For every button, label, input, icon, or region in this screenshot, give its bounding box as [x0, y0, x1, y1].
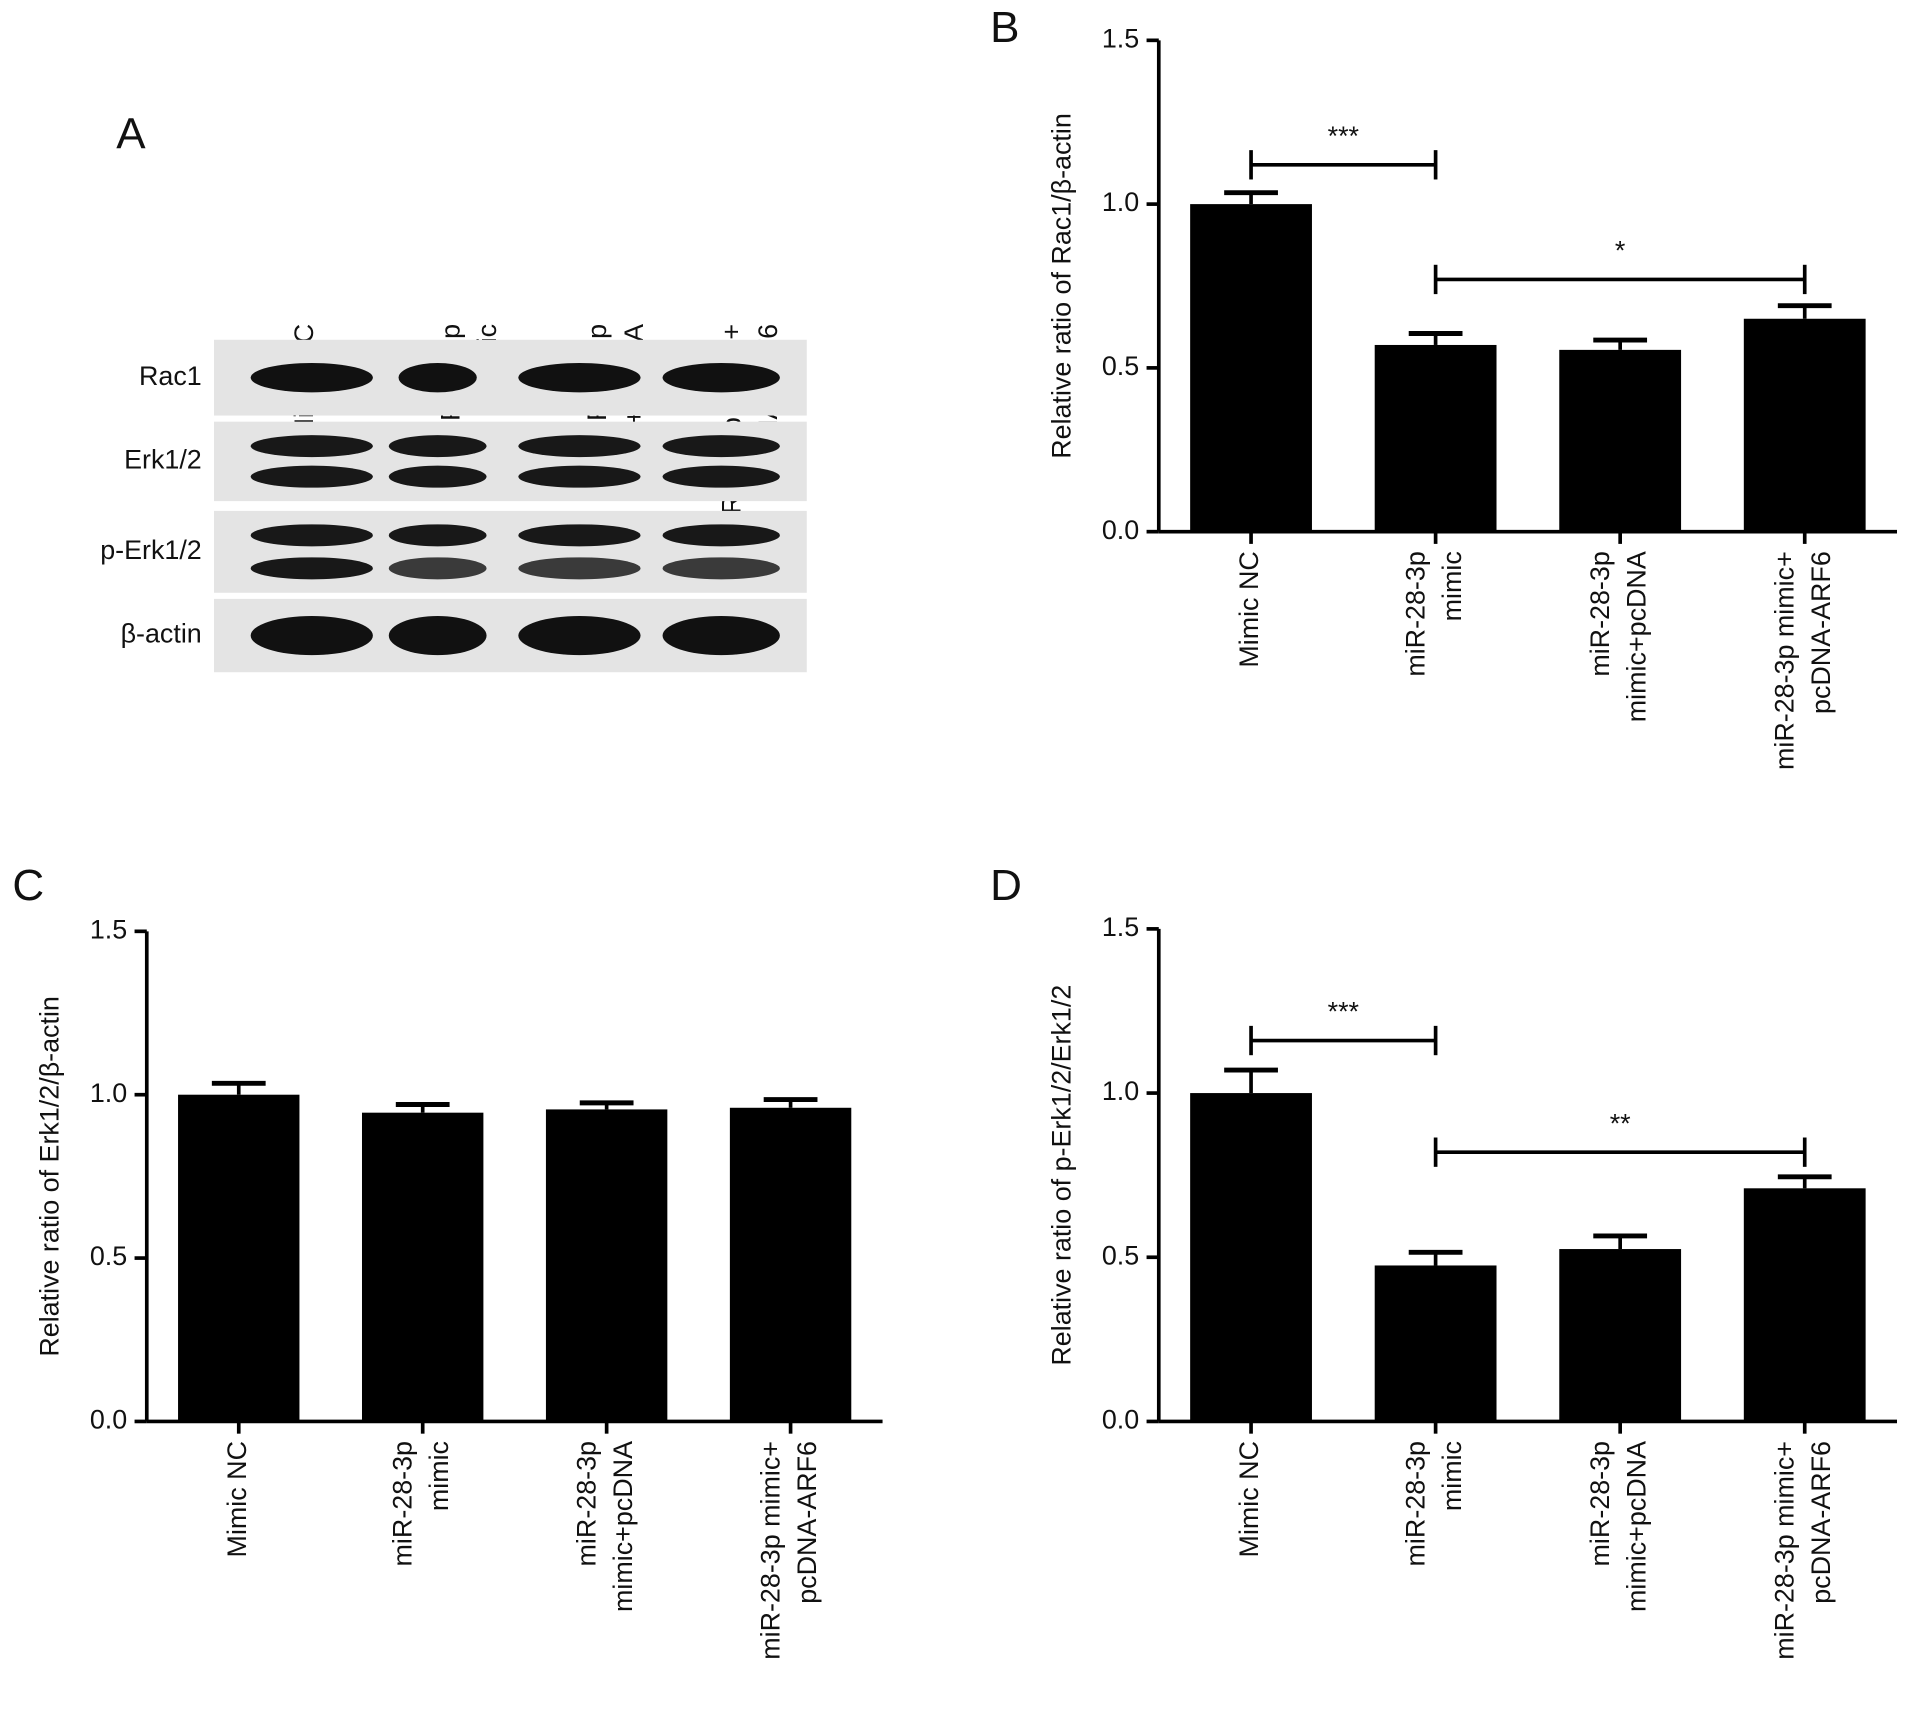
- bar: [1559, 1249, 1682, 1422]
- row-label: Erk1/2: [124, 444, 202, 474]
- panel-label: C: [12, 861, 44, 910]
- x-tick-label: miR-28-3p: [1585, 1441, 1615, 1566]
- y-tick-label: 0.5: [1102, 351, 1139, 381]
- chart: C Relative ratio of Erk1/2/β-actin 0.0 0.5 1…: [12, 861, 883, 1660]
- chart: B Relative ratio of Rac1/β-actin 0.0 0.5 1.0…: [990, 3, 1898, 770]
- y-axis-label: Relative ratio of Erk1/2/β-actin: [35, 996, 65, 1357]
- row-label: p-Erk1/2: [100, 535, 202, 565]
- bar: [361, 1112, 484, 1422]
- y-tick-label: 1.5: [1102, 23, 1139, 53]
- x-tick-label: miR-28-3p: [1400, 551, 1430, 676]
- x-tick-label: Mimic NC: [1234, 1441, 1264, 1557]
- x-tick-label: miR-28-3p mimic+: [1769, 551, 1799, 770]
- x-tick-label: miR-28-3p mimic+: [1769, 1441, 1799, 1660]
- y-tick-label: 0.0: [1102, 515, 1139, 545]
- bar: [1190, 204, 1312, 532]
- y-tick-label: 1.0: [90, 1078, 127, 1108]
- band: [662, 616, 780, 656]
- x-tick-label: miR-28-3p: [1400, 1441, 1430, 1566]
- x-tick-label: mimic+pcDNA: [1622, 551, 1652, 722]
- band: [518, 435, 641, 458]
- band: [388, 524, 487, 547]
- y-tick-label: 1.0: [1102, 1076, 1139, 1106]
- y-tick-label: 1.5: [90, 914, 127, 944]
- blot-strip: [214, 421, 807, 502]
- bar: [1374, 1265, 1497, 1422]
- y-axis-label: Relative ratio of p-Erk1/2/Erk1/2: [1047, 985, 1077, 1366]
- band: [388, 435, 487, 458]
- band: [518, 363, 641, 393]
- band: [398, 363, 477, 393]
- band: [662, 363, 780, 393]
- y-tick-label: 1.5: [1102, 912, 1139, 942]
- row-label: β-actin: [121, 619, 202, 649]
- significance-label: ***: [1328, 997, 1360, 1027]
- band: [518, 616, 641, 656]
- band: [250, 557, 373, 580]
- panel-label: A: [116, 110, 146, 159]
- panel-label: D: [990, 861, 1022, 910]
- bar: [1559, 349, 1682, 532]
- band: [662, 465, 780, 488]
- bar: [1743, 1188, 1866, 1422]
- band: [250, 363, 373, 393]
- significance-label: *: [1615, 236, 1626, 266]
- band: [388, 465, 487, 488]
- x-tick-label: Mimic NC: [1234, 551, 1264, 667]
- x-tick-label: pcDNA-ARF6: [792, 1441, 822, 1604]
- y-tick-label: 0.0: [90, 1405, 127, 1435]
- x-tick-label: Mimic NC: [222, 1441, 252, 1557]
- x-tick-label: pcDNA-ARF6: [1806, 1441, 1836, 1604]
- x-tick-label: miR-28-3p: [1585, 551, 1615, 676]
- band: [662, 524, 780, 547]
- x-tick-label: mimic: [1437, 1441, 1467, 1511]
- bar: [729, 1107, 852, 1422]
- panel-label: B: [990, 3, 1019, 52]
- band: [250, 524, 373, 547]
- row-label: Rac1: [139, 361, 202, 391]
- significance-label: ***: [1328, 121, 1360, 151]
- band: [518, 557, 641, 580]
- chart: D Relative ratio of p-Erk1/2/Erk1/2 0.0 0.5…: [990, 861, 1898, 1660]
- band: [518, 524, 641, 547]
- band: [662, 435, 780, 458]
- band: [250, 465, 373, 488]
- x-tick-label: mimic+pcDNA: [608, 1441, 638, 1612]
- x-tick-label: mimic: [424, 1441, 454, 1511]
- band: [250, 435, 373, 458]
- bar: [1190, 1093, 1312, 1422]
- band: [662, 557, 780, 580]
- bar: [545, 1109, 668, 1422]
- x-tick-label: miR-28-3p: [387, 1441, 417, 1566]
- y-axis-label: Relative ratio of Rac1/β-actin: [1047, 113, 1077, 459]
- significance-label: **: [1610, 1108, 1631, 1138]
- y-tick-label: 0.0: [1102, 1405, 1139, 1435]
- bar: [1374, 344, 1497, 532]
- band: [388, 557, 487, 580]
- x-tick-label: mimic: [1437, 551, 1467, 621]
- band: [388, 616, 487, 656]
- x-tick-label: pcDNA-ARF6: [1806, 551, 1836, 714]
- y-tick-label: 1.0: [1102, 187, 1139, 217]
- x-tick-label: mimic+pcDNA: [1622, 1441, 1652, 1612]
- x-tick-label: miR-28-3p mimic+: [755, 1441, 785, 1660]
- western-blot: Mimic NCmiR-28-3pmimicmiR-28-3pmimic+pcD…: [100, 324, 807, 673]
- band: [250, 616, 373, 656]
- band: [518, 465, 641, 488]
- y-tick-label: 0.5: [90, 1241, 127, 1271]
- y-tick-label: 0.5: [1102, 1240, 1139, 1270]
- bar: [178, 1094, 300, 1422]
- bar: [1743, 318, 1866, 532]
- x-tick-label: miR-28-3p: [571, 1441, 601, 1566]
- blot-strip: [214, 510, 807, 593]
